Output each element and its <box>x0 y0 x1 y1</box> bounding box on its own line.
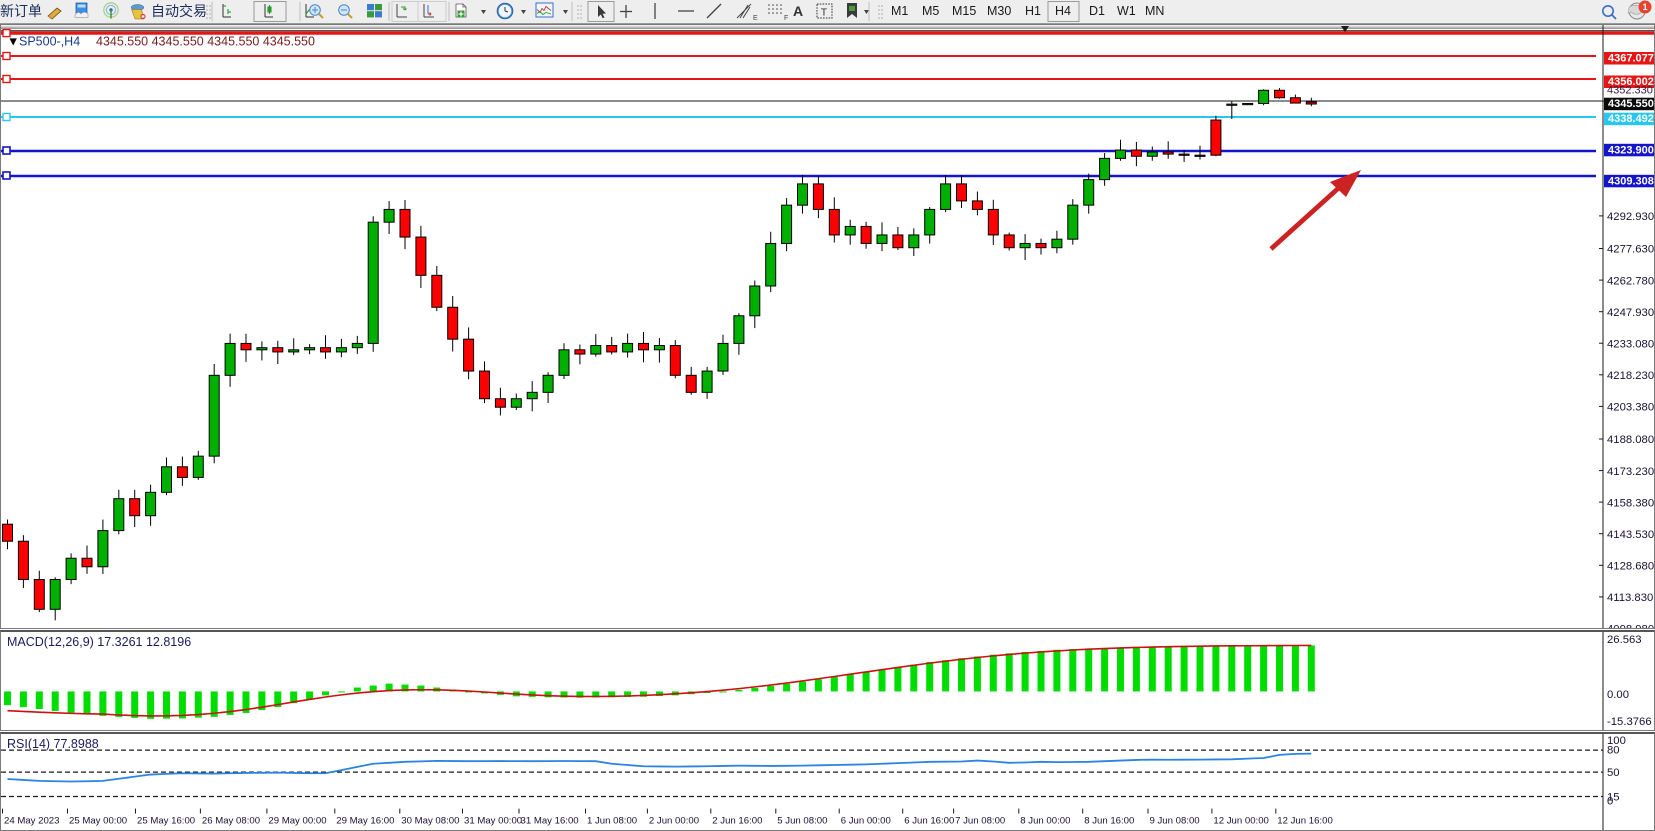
svg-text:26.563: 26.563 <box>1607 634 1642 646</box>
svg-text:M30: M30 <box>987 4 1011 18</box>
svg-text:12 Jun 00:00: 12 Jun 00:00 <box>1213 816 1268 827</box>
svg-text:2 Jun 16:00: 2 Jun 16:00 <box>712 816 762 827</box>
svg-text:T: T <box>821 7 828 19</box>
svg-text:4247.930: 4247.930 <box>1607 307 1654 319</box>
svg-text:MACD(12,26,9) 17.3261 12.8196: MACD(12,26,9) 17.3261 12.8196 <box>7 635 191 649</box>
svg-text:新订单: 新订单 <box>0 3 42 19</box>
svg-text:H4: H4 <box>1055 4 1071 18</box>
svg-text:4338.492: 4338.492 <box>1608 113 1654 125</box>
svg-text:29 May 00:00: 29 May 00:00 <box>268 816 326 827</box>
svg-text:7 Jun 08:00: 7 Jun 08:00 <box>955 816 1005 827</box>
svg-text:12 Jun 16:00: 12 Jun 16:00 <box>1277 816 1332 827</box>
svg-text:4218.230: 4218.230 <box>1607 370 1654 382</box>
svg-text:25 May 16:00: 25 May 16:00 <box>137 816 195 827</box>
svg-text:M1: M1 <box>891 4 908 18</box>
svg-text:8 Jun 16:00: 8 Jun 16:00 <box>1084 816 1134 827</box>
svg-text:4203.380: 4203.380 <box>1607 402 1654 414</box>
svg-text:9 Jun 08:00: 9 Jun 08:00 <box>1150 816 1200 827</box>
svg-text:4323.900: 4323.900 <box>1608 144 1654 156</box>
svg-text:29 May 16:00: 29 May 16:00 <box>336 816 394 827</box>
svg-text:8 Jun 00:00: 8 Jun 00:00 <box>1020 816 1070 827</box>
svg-text:4143.530: 4143.530 <box>1607 529 1654 541</box>
svg-text:4098.980: 4098.980 <box>1607 624 1654 630</box>
svg-text:26 May 08:00: 26 May 08:00 <box>202 816 260 827</box>
svg-text:4277.630: 4277.630 <box>1607 244 1654 256</box>
svg-text:1: 1 <box>1642 2 1647 12</box>
svg-text:0.00: 0.00 <box>1607 689 1629 701</box>
svg-text:4188.080: 4188.080 <box>1607 434 1654 446</box>
svg-text:5 Jun 08:00: 5 Jun 08:00 <box>777 816 827 827</box>
svg-text:4345.550 4345.550 4345.550 434: 4345.550 4345.550 4345.550 4345.550 <box>96 35 315 49</box>
svg-text:4292.930: 4292.930 <box>1607 211 1654 223</box>
svg-text:25 May 00:00: 25 May 00:00 <box>69 816 127 827</box>
svg-text:MN: MN <box>1145 4 1164 18</box>
svg-text:24 May 2023: 24 May 2023 <box>4 816 59 827</box>
svg-text:自动交易: 自动交易 <box>151 3 207 19</box>
svg-text:4352.330: 4352.330 <box>1607 85 1653 97</box>
svg-text:A: A <box>793 3 803 19</box>
svg-text:H1: H1 <box>1025 4 1041 18</box>
svg-text:31 May 00:00: 31 May 00:00 <box>464 816 522 827</box>
svg-text:50: 50 <box>1607 767 1620 779</box>
svg-text:RSI(14) 77.8988: RSI(14) 77.8988 <box>7 737 99 751</box>
svg-text:4262.780: 4262.780 <box>1607 276 1654 288</box>
svg-text:30 May 08:00: 30 May 08:00 <box>401 816 459 827</box>
svg-text:D1: D1 <box>1089 4 1105 18</box>
svg-text:1 Jun 08:00: 1 Jun 08:00 <box>587 816 637 827</box>
svg-text:4233.080: 4233.080 <box>1607 339 1654 351</box>
svg-text:M5: M5 <box>922 4 939 18</box>
svg-text:6 Jun 16:00: 6 Jun 16:00 <box>904 816 954 827</box>
svg-text:4309.308: 4309.308 <box>1608 175 1654 187</box>
svg-text:SP500-,H4: SP500-,H4 <box>19 35 80 49</box>
svg-text:E: E <box>753 15 758 22</box>
svg-text:-15.3766: -15.3766 <box>1607 716 1652 728</box>
svg-text:4113.830: 4113.830 <box>1607 592 1653 604</box>
svg-text:4128.680: 4128.680 <box>1607 561 1654 573</box>
svg-text:4173.230: 4173.230 <box>1607 466 1654 478</box>
svg-text:6 Jun 00:00: 6 Jun 00:00 <box>841 816 891 827</box>
svg-text:0: 0 <box>1607 796 1613 808</box>
svg-text:2 Jun 00:00: 2 Jun 00:00 <box>649 816 699 827</box>
svg-text:M15: M15 <box>952 4 976 18</box>
svg-text:4367.077: 4367.077 <box>1608 53 1654 65</box>
svg-text:31 May 16:00: 31 May 16:00 <box>521 816 579 827</box>
svg-text:80: 80 <box>1607 745 1620 757</box>
svg-text:F: F <box>784 15 788 22</box>
svg-text:4345.550: 4345.550 <box>1608 98 1654 110</box>
svg-text:W1: W1 <box>1117 4 1136 18</box>
svg-text:4158.380: 4158.380 <box>1607 498 1654 510</box>
